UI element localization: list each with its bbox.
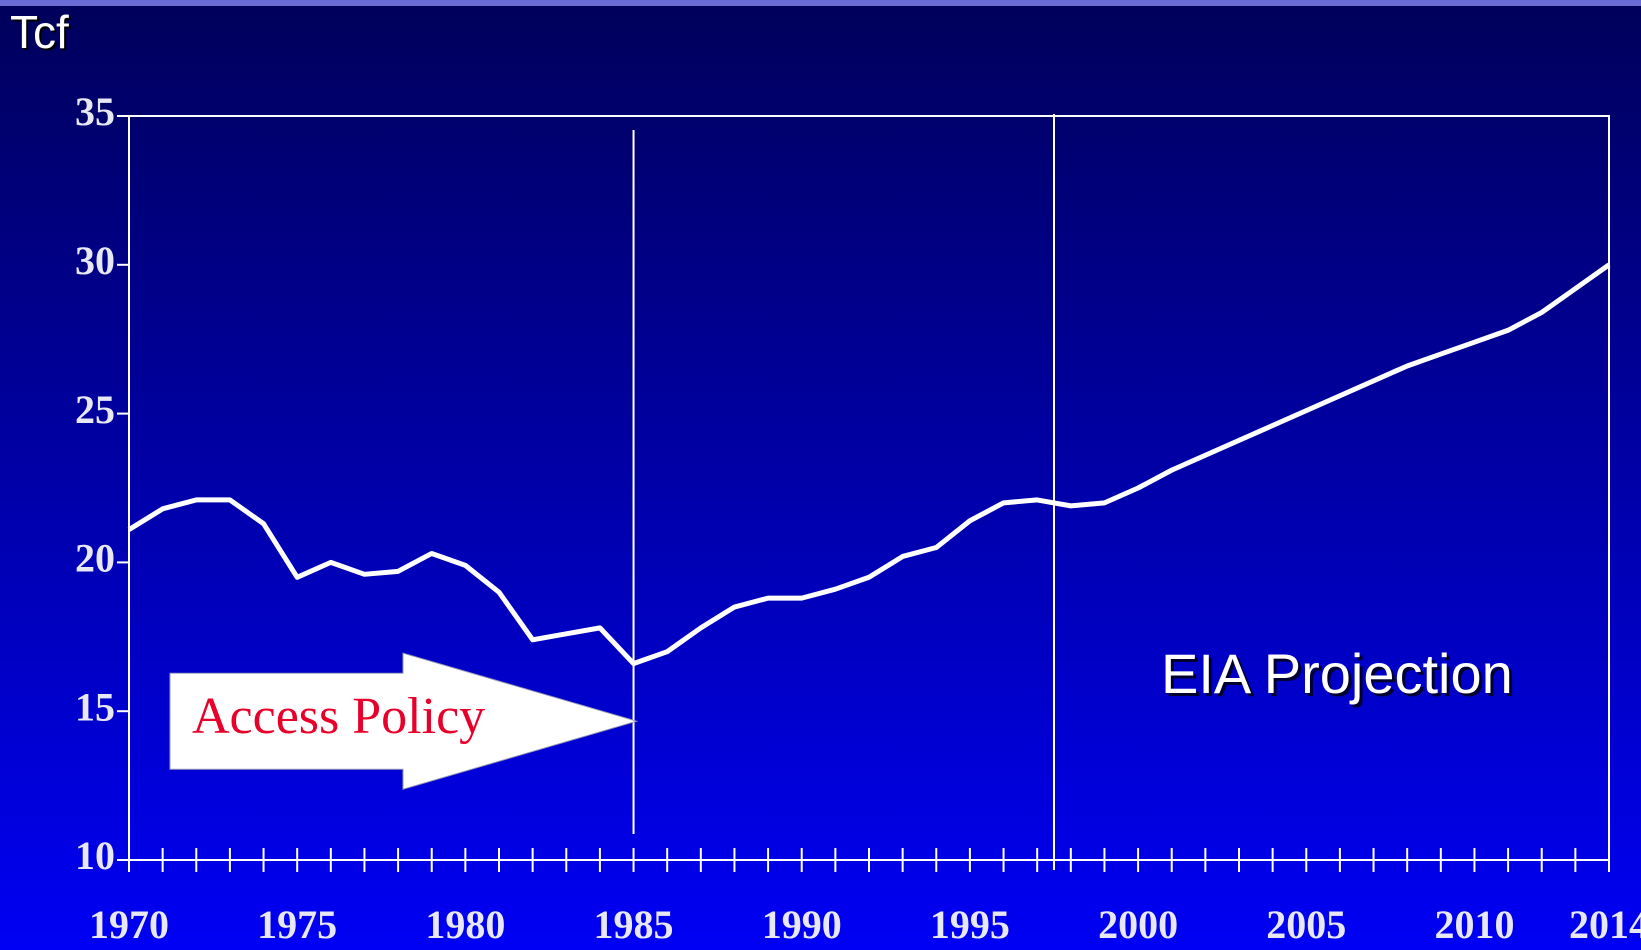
- y-tick-label: 10: [75, 833, 115, 878]
- projection-label: EIA Projection: [1161, 642, 1513, 705]
- x-tick-label: 2010: [1434, 902, 1514, 947]
- y-tick-label: 25: [75, 387, 115, 432]
- x-tick-label: 2005: [1266, 902, 1346, 947]
- x-tick-label: 1975: [257, 902, 337, 947]
- y-tick-label: 20: [75, 536, 115, 581]
- data-line: [127, 262, 1611, 667]
- y-tick-label: 35: [75, 89, 115, 134]
- y-tick-label: 15: [75, 684, 115, 729]
- x-tick-label: 1970: [89, 902, 169, 947]
- y-axis-label: Tcf: [10, 6, 69, 58]
- x-tick-label: 1985: [594, 902, 674, 947]
- y-tick-label: 30: [75, 238, 115, 283]
- x-tick-label: 2000: [1098, 902, 1178, 947]
- x-tick-label: 1990: [762, 902, 842, 947]
- top-strip: [0, 0, 1641, 6]
- x-tick-label: 2014: [1569, 902, 1641, 947]
- plot: 10 15 20 25 30 35 1970 1975 1980 1985 1990 1995 2000…: [75, 89, 1641, 947]
- policy-label: Access Policy: [192, 688, 485, 745]
- x-tick-label: 1995: [930, 902, 1010, 947]
- x-tick-label: 1980: [425, 902, 505, 947]
- projection-label-shadow: EIA Projection: [1164, 645, 1516, 708]
- policy-arrow: [169, 652, 639, 790]
